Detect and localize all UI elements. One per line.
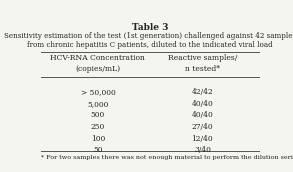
Text: 500: 500 — [91, 111, 105, 120]
Text: n tested*: n tested* — [185, 65, 220, 73]
Text: HCV-RNA Concentration: HCV-RNA Concentration — [50, 54, 145, 62]
Text: 40/40: 40/40 — [192, 111, 213, 120]
Text: 27/40: 27/40 — [192, 123, 213, 131]
Text: * For two samples there was not enough material to perform the dilution series: * For two samples there was not enough m… — [41, 155, 293, 160]
Text: (copies/mL): (copies/mL) — [75, 65, 120, 73]
Text: Sensitivity estimation of the test (1st generation) challenged against 42 sample: Sensitivity estimation of the test (1st … — [4, 32, 293, 40]
Text: 250: 250 — [91, 123, 105, 131]
Text: Reactive samples/: Reactive samples/ — [168, 54, 237, 62]
Text: 42/42: 42/42 — [192, 88, 213, 96]
Text: from chronic hepatitis C patients, diluted to the indicated viral load: from chronic hepatitis C patients, dilut… — [27, 41, 273, 49]
Text: 3/40: 3/40 — [194, 146, 211, 154]
Text: Table 3: Table 3 — [132, 23, 168, 32]
Text: 5,000: 5,000 — [87, 100, 109, 108]
Text: > 50,000: > 50,000 — [81, 88, 115, 96]
Text: 100: 100 — [91, 135, 105, 143]
Text: 50: 50 — [93, 146, 103, 154]
Text: 12/40: 12/40 — [192, 135, 213, 143]
Text: 40/40: 40/40 — [192, 100, 213, 108]
